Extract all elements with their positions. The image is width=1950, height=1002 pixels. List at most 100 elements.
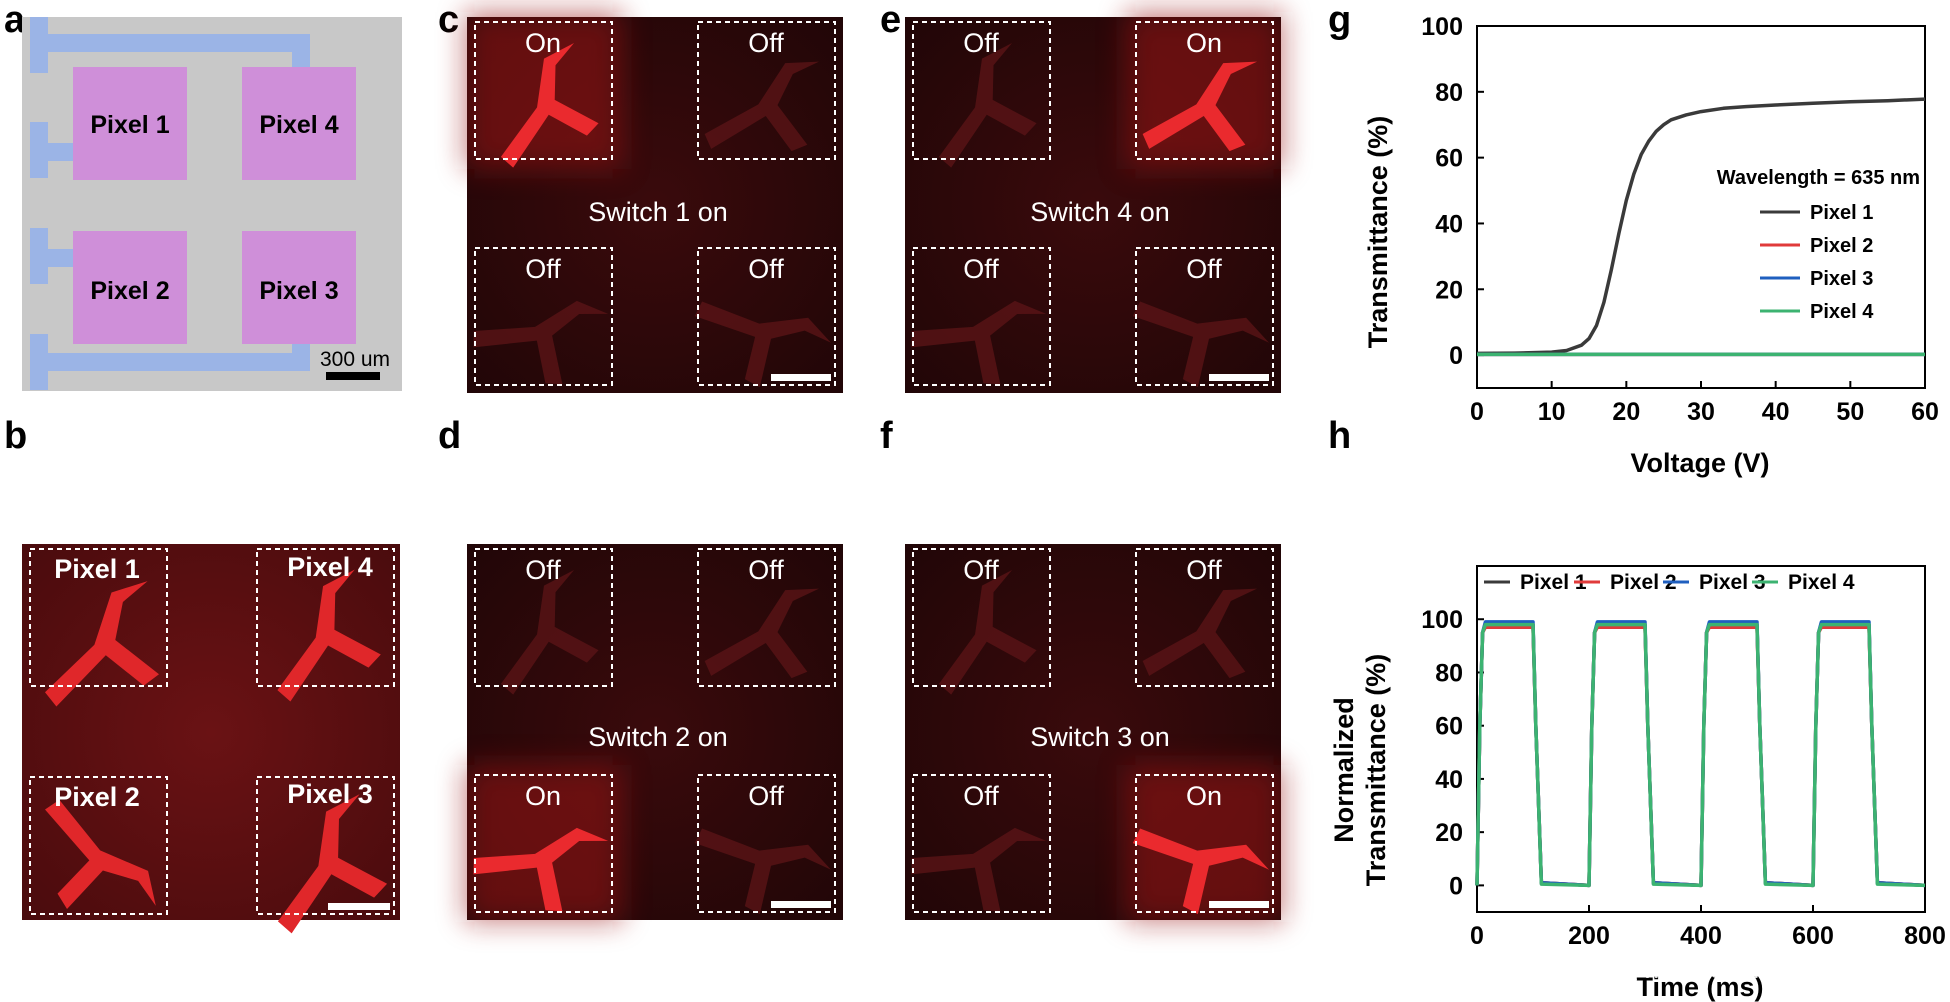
micrograph-e: Off On Off Off Switch 4 on: [903, 12, 1283, 407]
chart-g-legend-title: Wavelength = 635 nm: [1717, 167, 1920, 189]
chart-g-tick-labels: 0 10 20 30 40 50 60 0 20 40 60 80 100: [1421, 13, 1939, 426]
panel-letter-e: e: [880, 0, 901, 41]
micro-f-state-bottom-left: Off: [963, 781, 999, 811]
micro-d-box-top-left: [474, 548, 613, 687]
micro-e-box-bottom-right: [1135, 247, 1274, 386]
chart-h-ylabel-line2: Transmittance (%): [1361, 654, 1391, 887]
micro-e-state-bottom-right: Off: [1186, 254, 1222, 284]
micro-f-box-top-left: [912, 548, 1051, 687]
pixel-1-pad: [73, 67, 187, 180]
chart-g-legend-label: Pixel 2: [1810, 235, 1873, 257]
chart-g-legend-label: Pixel 3: [1810, 268, 1873, 290]
layout-pixel-4-label: Pixel 4: [259, 111, 338, 139]
micrograph-f: Off Off Off On Switch 3 on: [903, 544, 1283, 934]
chart-h-ytick-label: 0: [1449, 872, 1463, 900]
panel-letter-a: a: [4, 0, 26, 41]
micro-d-state-bottom-left: On: [525, 781, 561, 811]
chart-g-xtick-label: 0: [1470, 398, 1484, 426]
micro-c-state-bottom-left: Off: [525, 254, 561, 284]
micro-e-state-bottom-left: Off: [963, 254, 999, 284]
micrograph-b-label-1: Pixel 1: [54, 554, 140, 584]
chart-h-xtick-label: 400: [1680, 922, 1722, 950]
chart-g-xtick-label: 10: [1538, 398, 1566, 426]
micro-c-scale-bar: [771, 374, 831, 381]
micro-e-box-top-left: [912, 21, 1051, 160]
panel-letter-f: f: [880, 415, 893, 457]
micrograph-b: Pixel 1 Pixel 4 Pixel 2 Pixel 3: [22, 544, 400, 936]
micrograph-b-boxes: [29, 548, 395, 915]
chart-g-legend: Pixel 1 Pixel 2 Pixel 3 Pixel 4: [1760, 202, 1874, 323]
device-layout-schematic: Pixel 1 Pixel 4 Pixel 2 Pixel 3 300 um: [22, 17, 402, 391]
chart-g-ylabel: Transmittance (%): [1363, 116, 1393, 349]
micro-e-scale-bar: [1209, 374, 1269, 381]
micro-d-box-bottom-left: [474, 774, 613, 913]
chart-h-legend-label: Pixel 2: [1610, 571, 1677, 594]
chart-g-legend-label: Pixel 4: [1810, 301, 1874, 323]
layout-pixel-2-label: Pixel 2: [90, 277, 169, 305]
chart-g-series: [1476, 97, 1926, 357]
micro-e-state-top-right: On: [1186, 28, 1222, 58]
chart-g-ytick-label: 80: [1435, 79, 1463, 107]
chart-h-ytick-label: 80: [1435, 659, 1463, 687]
chart-g-ytick-label: 20: [1435, 276, 1463, 304]
micro-f-box-bottom-left: [912, 774, 1051, 913]
micrograph-c: On Off Off Off Switch 1 on: [465, 12, 843, 407]
micro-c-box-bottom-right: [697, 247, 836, 386]
panel-letter-b: b: [4, 415, 27, 457]
chart-g-series-pixel-1: [1476, 97, 1926, 356]
panel-letter-c: c: [438, 0, 459, 41]
micrograph-d: Off Off On Off Switch 2 on: [465, 544, 843, 934]
chart-h-tick-labels: 0 200 400 600 800 0 20 40 60 80 100: [1421, 606, 1946, 950]
chart-g-ytick-label: 40: [1435, 210, 1463, 238]
chart-h-series-pixel-4: [1475, 622, 1926, 888]
micro-d-state-top-left: Off: [525, 555, 561, 585]
micro-c-state-bottom-right: Off: [748, 254, 784, 284]
chart-h-legend-label: Pixel 1: [1520, 571, 1587, 594]
chart-h-ytick-label: 60: [1435, 713, 1463, 741]
micro-d-state-bottom-right: Off: [748, 781, 784, 811]
chart-h-ytick-label: 100: [1421, 606, 1463, 634]
micro-f-state-top-right: Off: [1186, 555, 1222, 585]
chart-g-xtick-label: 60: [1911, 398, 1939, 426]
micro-e-box-top-right: [1135, 21, 1274, 160]
chart-h-ytick-label: 20: [1435, 819, 1463, 847]
micrograph-b-label-4: Pixel 4: [287, 552, 373, 582]
chart-h-ylabel-line1: Normalized: [1329, 697, 1359, 843]
chart-h-xtick-label: 600: [1792, 922, 1834, 950]
chart-g-legend-label: Pixel 1: [1810, 202, 1873, 224]
micro-f-box-bottom-right: [1135, 774, 1274, 913]
chart-h-xlabel: Time (ms): [1636, 972, 1763, 1002]
chart-h-xtick-label: 200: [1568, 922, 1610, 950]
chart-g-axes: [1476, 25, 1926, 389]
panel-letter-d: d: [438, 415, 461, 457]
chart-h-series: [1475, 620, 1926, 888]
chart-g-xtick-label: 30: [1687, 398, 1715, 426]
chart-g-xtick-label: 20: [1612, 398, 1640, 426]
watermark: CSDN @Metasurface_AI_: [1520, 952, 1872, 985]
chart-h-xtick-label: 0: [1470, 922, 1484, 950]
micro-f-caption: Switch 3 on: [1030, 722, 1170, 752]
micro-e-state-top-left: Off: [963, 28, 999, 58]
pixel-4-pad: [242, 67, 356, 180]
micro-e-caption: Switch 4 on: [1030, 197, 1170, 227]
micro-f-scale-bar: [1209, 901, 1269, 908]
chart-h: 0 200 400 600 800 0 20 40 60 80 100 Time (ms) Norm…: [1329, 565, 1946, 1002]
micro-c-box-top-right: [697, 21, 836, 160]
chart-g-xtick-label: 50: [1836, 398, 1864, 426]
micro-c-state-top-left: On: [525, 28, 561, 58]
chart-g-ytick-label: 60: [1435, 145, 1463, 173]
chart-g-ytick-label: 100: [1421, 13, 1463, 41]
layout-scale-label: 300 um: [320, 348, 390, 371]
chart-g-ytick-label: 0: [1449, 342, 1463, 370]
panel-letter-h: h: [1328, 415, 1351, 457]
layout-pixel-3-label: Pixel 3: [259, 277, 338, 305]
chart-g: 0 10 20 30 40 50 60 0 20 40 60 80 100 Voltage (V) Tr…: [1363, 13, 1939, 478]
pixel-3-pad: [242, 231, 356, 344]
micro-c-box-bottom-left: [474, 247, 613, 386]
micro-d-scale-bar: [771, 901, 831, 908]
chart-h-xtick-label: 800: [1904, 922, 1946, 950]
micro-c-box-top-left: [474, 21, 613, 160]
micrograph-b-scale-bar: [328, 903, 390, 910]
